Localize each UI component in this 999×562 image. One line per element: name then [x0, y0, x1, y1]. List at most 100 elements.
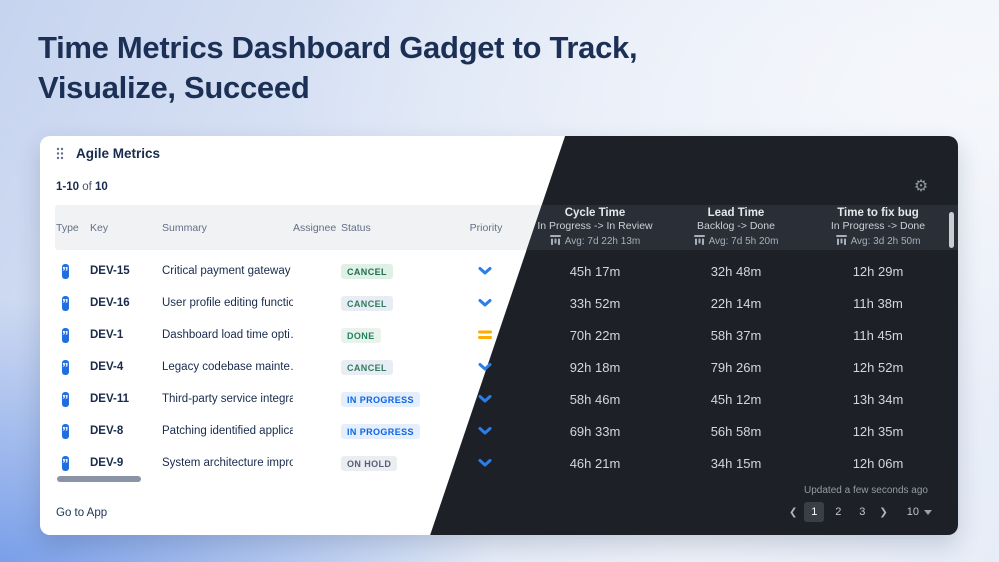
settings-gear-icon[interactable]: ⚙	[913, 178, 929, 195]
status-badge: IN PROGRESS	[341, 392, 420, 407]
status-badge: CANCEL	[341, 264, 393, 279]
table-header-row: Type Key Summary Assignee Status Priorit…	[40, 205, 958, 250]
issue-summary[interactable]: System architecture impro…	[162, 457, 293, 469]
issue-type-icon[interactable]: ”	[62, 423, 69, 439]
lead-time-value: 58h 37m	[710, 327, 762, 343]
issue-type-icon[interactable]: ”	[62, 327, 69, 343]
issue-type-icon[interactable]: ”	[62, 359, 69, 375]
range-label: 1-10 of 10	[56, 181, 108, 193]
range-total: 10	[95, 181, 108, 193]
cycle-time-value: 58h 46m	[569, 391, 621, 407]
col-header-time-to-fix-bug[interactable]: Time to fix bug In Progress -> Done Avg:…	[807, 206, 949, 250]
priority-icon[interactable]	[477, 296, 495, 310]
issue-key[interactable]: DEV-4	[90, 361, 124, 373]
col-header-assignee[interactable]: Assignee	[293, 221, 337, 234]
cycle-time-value: 33h 52m	[569, 295, 621, 311]
issue-summary[interactable]: Critical payment gateway i…	[162, 265, 293, 277]
issue-type-icon[interactable]: ”	[62, 263, 69, 279]
avg-chart-icon	[693, 235, 705, 250]
pagination: ❮ 1 2 3 ❯ 10	[786, 502, 932, 522]
updated-status-text: Updated a few seconds ago	[804, 485, 928, 496]
pagination-page-3[interactable]: 3	[859, 506, 866, 518]
table-row[interactable]: ” DEV-9 System architecture impro… ON HO…	[40, 447, 958, 479]
issue-key[interactable]: DEV-11	[90, 393, 129, 405]
table-row[interactable]: ” DEV-11 Third-party service integra… IN…	[40, 383, 958, 415]
issues-table: Type Key Summary Assignee Status Priorit…	[40, 205, 958, 479]
cycle-time-value: 92h 18m	[569, 359, 621, 375]
lead-time-value: 56h 58m	[710, 423, 762, 439]
issue-type-icon[interactable]: ”	[62, 455, 69, 471]
table-row[interactable]: ” DEV-16 User profile editing functio… C…	[40, 287, 958, 319]
status-badge: IN PROGRESS	[341, 424, 420, 439]
fix-time-value: 12h 06m	[852, 455, 904, 471]
col-header-status[interactable]: Status	[341, 221, 371, 234]
col-header-type[interactable]: Type	[56, 221, 79, 234]
lead-time-value: 34h 15m	[710, 455, 762, 471]
issue-type-icon[interactable]: ”	[62, 391, 69, 407]
fix-time-value: 12h 52m	[852, 359, 904, 375]
fix-time-value: 12h 35m	[852, 423, 904, 439]
col-header-lead-time[interactable]: Lead Time Backlog -> Done Avg: 7d 5h 20m	[665, 206, 807, 250]
fix-time-value: 11h 45m	[853, 327, 903, 343]
issue-summary[interactable]: Patching identified applica…	[162, 425, 293, 437]
col-header-summary[interactable]: Summary	[162, 221, 207, 234]
priority-icon[interactable]	[477, 424, 495, 438]
lead-time-value: 22h 14m	[710, 295, 762, 311]
issue-type-icon[interactable]: ”	[62, 295, 69, 311]
widget-title: Agile Metrics	[76, 146, 161, 161]
go-to-app-link[interactable]: Go to App	[56, 507, 108, 519]
table-row[interactable]: ” DEV-4 Legacy codebase mainte… CANCEL 9…	[40, 351, 958, 383]
table-row[interactable]: ” DEV-8 Patching identified applica… IN …	[40, 415, 958, 447]
page-title-line1: Time Metrics Dashboard Gadget to Track,	[38, 30, 638, 65]
priority-icon[interactable]	[477, 264, 495, 278]
fix-time-value: 12h 29m	[852, 263, 904, 279]
cycle-time-value: 69h 33m	[569, 423, 621, 439]
drag-handle-icon[interactable]	[56, 147, 66, 161]
avg-chart-icon	[549, 235, 561, 250]
status-badge: CANCEL	[341, 360, 393, 375]
cycle-time-value: 45h 17m	[569, 263, 621, 279]
col-header-priority[interactable]: Priority	[469, 221, 503, 234]
page-size-select[interactable]: 10	[907, 506, 932, 518]
page-title-line2: Visualize, Succeed	[38, 70, 310, 105]
pagination-page-1[interactable]: 1	[804, 502, 825, 522]
table-row[interactable]: ” DEV-1 Dashboard load time opti… DONE 7…	[40, 319, 958, 351]
agile-metrics-widget: Agile Metrics 1-10 of 10 ⚙ Type Key Summ…	[40, 136, 958, 535]
issue-key[interactable]: DEV-16	[90, 297, 130, 309]
range-shown: 1-10	[56, 181, 80, 193]
col-header-cycle-time[interactable]: Cycle Time In Progress -> In Review Avg:…	[525, 206, 665, 250]
pagination-prev-icon[interactable]: ❮	[788, 506, 798, 518]
issue-key[interactable]: DEV-8	[90, 425, 124, 437]
status-badge: DONE	[341, 328, 381, 343]
issue-summary[interactable]: User profile editing functio…	[162, 297, 293, 309]
fix-time-value: 11h 38m	[853, 295, 903, 311]
priority-icon[interactable]	[477, 328, 495, 342]
fix-time-value: 13h 34m	[852, 391, 904, 407]
cycle-time-value: 70h 22m	[569, 327, 621, 343]
horizontal-scrollbar[interactable]	[57, 476, 141, 482]
lead-time-value: 79h 26m	[710, 359, 762, 375]
avg-chart-icon	[835, 235, 847, 250]
priority-icon[interactable]	[477, 456, 495, 470]
status-badge: ON HOLD	[341, 456, 398, 471]
priority-icon[interactable]	[477, 392, 495, 406]
status-badge: CANCEL	[341, 296, 393, 311]
pagination-page-2[interactable]: 2	[835, 506, 842, 518]
issue-summary[interactable]: Dashboard load time opti…	[162, 329, 293, 341]
chevron-down-icon	[924, 509, 932, 515]
issue-summary[interactable]: Third-party service integra…	[162, 393, 293, 405]
priority-icon[interactable]	[477, 360, 495, 374]
pagination-next-icon[interactable]: ❯	[879, 506, 888, 518]
issue-key[interactable]: DEV-15	[90, 265, 130, 277]
issue-summary[interactable]: Legacy codebase mainte…	[162, 361, 293, 373]
issue-key[interactable]: DEV-9	[90, 457, 124, 469]
range-of: of	[82, 181, 92, 193]
issue-key[interactable]: DEV-1	[90, 329, 124, 341]
col-header-key[interactable]: Key	[90, 221, 109, 234]
lead-time-value: 32h 48m	[710, 263, 762, 279]
vertical-scrollbar[interactable]	[949, 212, 954, 248]
lead-time-value: 45h 12m	[710, 391, 762, 407]
table-body: ” DEV-15 Critical payment gateway i… CAN…	[40, 250, 958, 479]
table-row[interactable]: ” DEV-15 Critical payment gateway i… CAN…	[40, 255, 958, 287]
